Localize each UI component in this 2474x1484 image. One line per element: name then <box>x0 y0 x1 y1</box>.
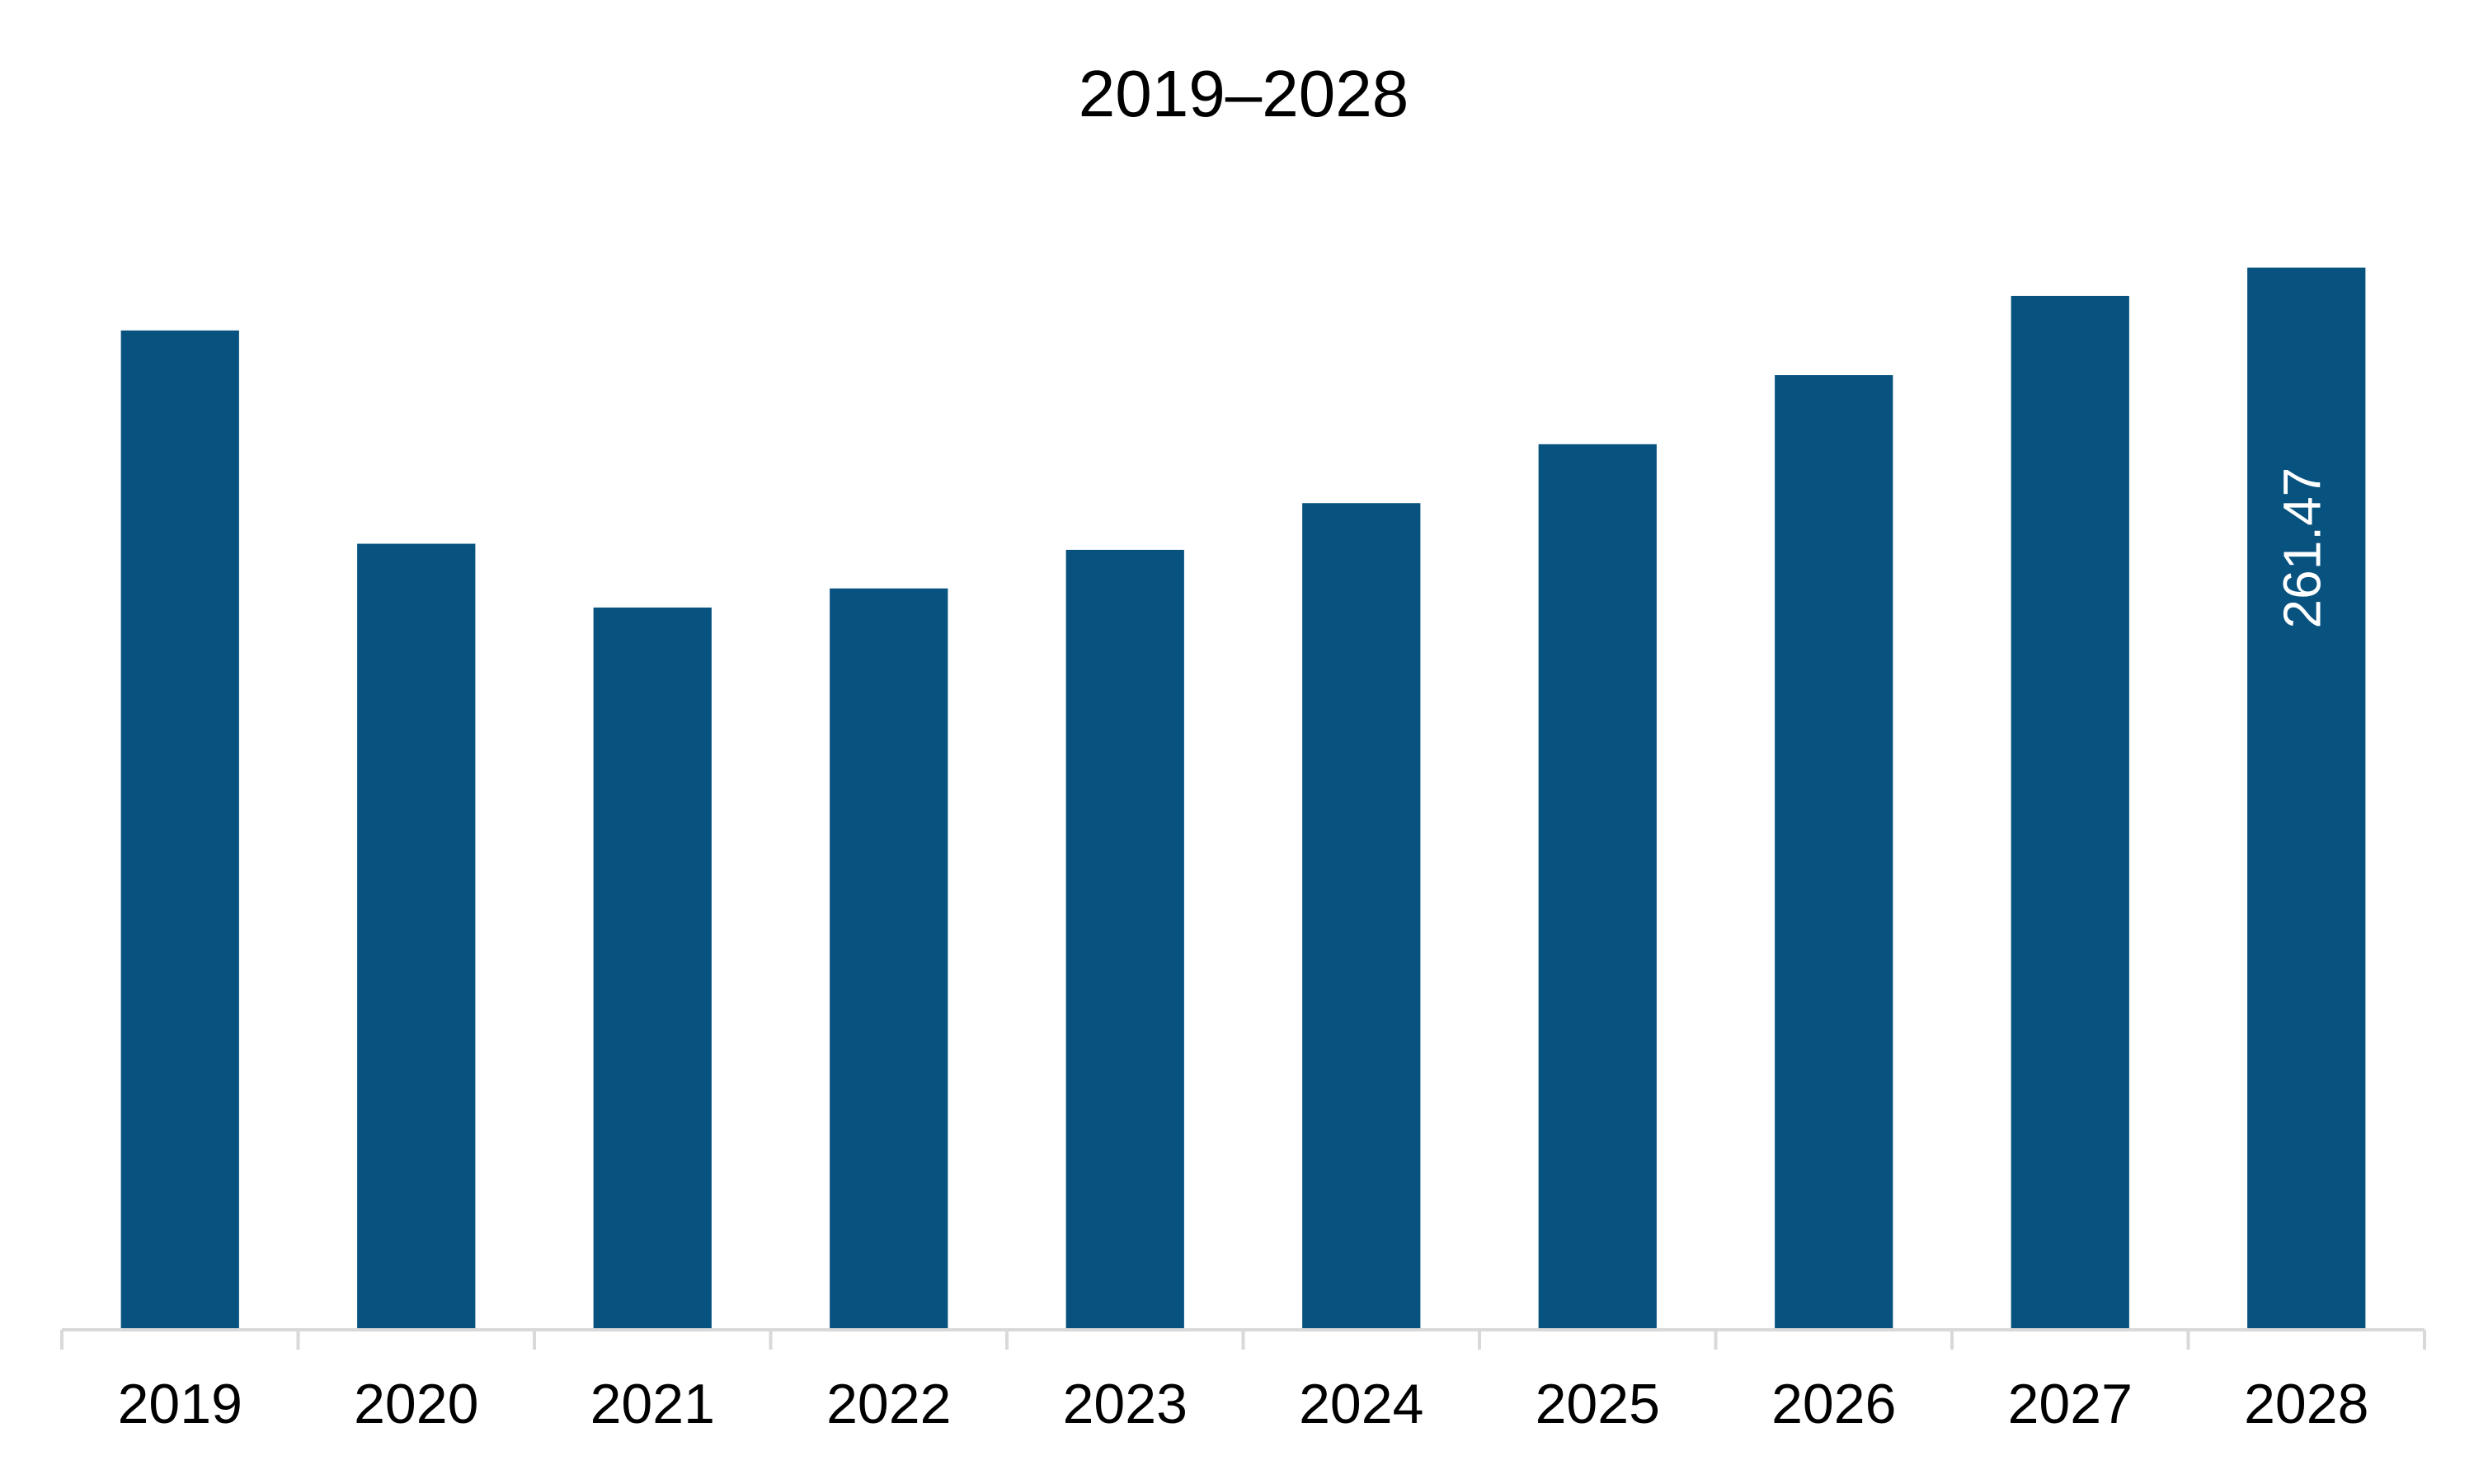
x-tick-label-2023: 2023 <box>1063 1373 1188 1435</box>
x-tick-label-2022: 2022 <box>826 1373 951 1435</box>
x-axis <box>60 1328 2426 1350</box>
bar-2024 <box>1302 503 1421 1330</box>
data-labels: 261.47 <box>2273 467 2332 629</box>
x-tick-labels: 2019 2020 2021 2022 2023 2024 2025 2026 2027 2028 <box>118 1373 2369 1435</box>
data-label-2028: 261.47 <box>2273 467 2332 629</box>
bar-2026 <box>1775 375 1893 1330</box>
bar-2028 <box>2247 267 2366 1330</box>
x-tick-label-2020: 2020 <box>354 1373 478 1435</box>
bar-2020 <box>357 543 476 1330</box>
x-tick-label-2026: 2026 <box>1771 1373 1896 1435</box>
chart-title: 2019–2028 <box>1079 57 1409 130</box>
x-tick-label-2027: 2027 <box>2008 1373 2133 1435</box>
bar-2025 <box>1538 444 1657 1330</box>
bar-2023 <box>1065 549 1184 1330</box>
x-tick-label-2019: 2019 <box>118 1373 242 1435</box>
bars-layer <box>120 267 2366 1331</box>
x-tick-label-2025: 2025 <box>1536 1373 1660 1435</box>
bar-2022 <box>830 588 948 1330</box>
x-tick-label-2021: 2021 <box>590 1373 715 1435</box>
x-tick-label-2024: 2024 <box>1299 1373 1423 1435</box>
bar-2021 <box>593 607 712 1330</box>
bar-2019 <box>120 330 239 1331</box>
x-tick-label-2028: 2028 <box>2244 1373 2368 1435</box>
bar-2027 <box>2011 295 2129 1330</box>
